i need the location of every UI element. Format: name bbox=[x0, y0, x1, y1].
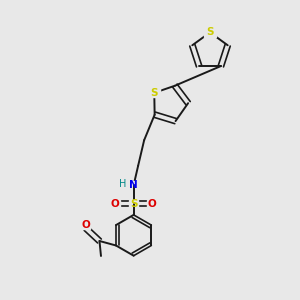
Text: O: O bbox=[82, 220, 90, 230]
Bar bbox=[204, 28, 216, 37]
Bar bbox=[129, 200, 138, 208]
Bar bbox=[147, 200, 157, 208]
Text: S: S bbox=[206, 27, 214, 38]
Bar bbox=[119, 179, 127, 188]
Text: O: O bbox=[148, 199, 157, 209]
Text: N: N bbox=[129, 180, 138, 190]
Text: S: S bbox=[151, 88, 158, 98]
Text: O: O bbox=[111, 199, 119, 209]
Text: S: S bbox=[130, 199, 137, 209]
Text: H: H bbox=[119, 179, 127, 189]
Bar bbox=[110, 200, 120, 208]
Bar bbox=[148, 88, 160, 97]
Bar bbox=[129, 181, 138, 189]
Bar bbox=[82, 220, 91, 229]
